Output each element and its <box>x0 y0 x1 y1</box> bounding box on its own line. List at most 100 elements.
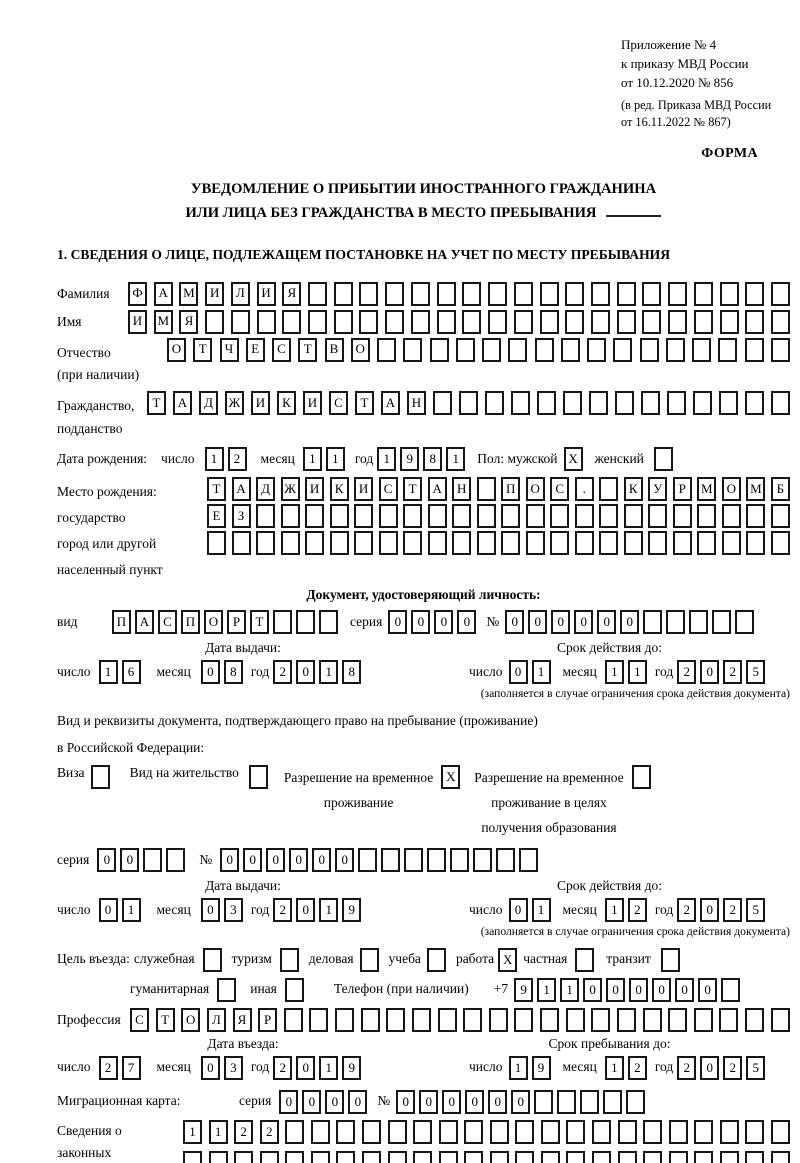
char-cell[interactable]: 0 <box>388 610 408 635</box>
char-cell[interactable]: 0 <box>220 848 240 873</box>
char-cell[interactable] <box>563 391 582 416</box>
char-cell[interactable] <box>539 281 559 306</box>
char-cell[interactable]: 8 <box>423 447 443 472</box>
char-cell[interactable]: И <box>256 281 276 306</box>
char-cell[interactable] <box>668 1007 688 1032</box>
char-cell[interactable]: О <box>525 477 545 502</box>
char-cell[interactable] <box>403 531 423 556</box>
char-cell[interactable] <box>282 309 302 334</box>
char-cell[interactable] <box>464 1119 484 1144</box>
char-cell[interactable] <box>230 309 250 334</box>
char-cell[interactable]: 0 <box>348 1089 368 1114</box>
char-cell[interactable] <box>234 1150 254 1163</box>
char-cell[interactable] <box>697 531 717 556</box>
char-cell[interactable] <box>557 1089 577 1114</box>
char-cell[interactable]: 1 <box>377 447 397 472</box>
char-cell[interactable] <box>473 848 493 873</box>
char-cell[interactable]: 7 <box>121 1055 141 1080</box>
char-cell[interactable]: 0 <box>583 977 603 1002</box>
char-cell[interactable] <box>580 1089 600 1114</box>
char-cell[interactable] <box>450 848 470 873</box>
char-cell[interactable] <box>429 337 449 362</box>
char-cell[interactable]: 1 <box>325 447 345 472</box>
char-cell[interactable] <box>692 337 711 362</box>
char-cell[interactable] <box>721 504 741 529</box>
char-cell[interactable]: М <box>153 309 173 334</box>
char-cell[interactable]: 0 <box>279 1089 299 1114</box>
char-cell[interactable] <box>501 531 521 556</box>
char-cell[interactable] <box>208 1150 228 1163</box>
char-cell[interactable]: С <box>130 1007 149 1032</box>
char-cell[interactable] <box>537 391 556 416</box>
char-cell[interactable]: А <box>381 391 400 416</box>
char-cell[interactable]: 2 <box>234 1119 254 1144</box>
char-cell[interactable] <box>616 309 636 334</box>
char-cell[interactable] <box>385 281 405 306</box>
char-cell[interactable] <box>643 610 663 635</box>
char-cell[interactable] <box>718 337 738 362</box>
char-cell[interactable] <box>256 309 276 334</box>
char-cell[interactable] <box>433 391 452 416</box>
char-cell[interactable]: 8 <box>223 660 243 684</box>
char-cell[interactable]: 2 <box>98 1055 118 1080</box>
char-cell[interactable] <box>319 610 338 635</box>
purpose-official-checkbox[interactable] <box>202 947 222 972</box>
char-cell[interactable] <box>462 309 482 334</box>
char-cell[interactable]: 1 <box>604 660 624 684</box>
char-cell[interactable] <box>359 281 379 306</box>
char-cell[interactable] <box>476 477 496 502</box>
char-cell[interactable] <box>515 1119 535 1144</box>
char-cell[interactable] <box>438 1150 458 1163</box>
purpose-work-checkbox[interactable]: X <box>498 947 518 972</box>
char-cell[interactable]: 0 <box>629 977 649 1002</box>
char-cell[interactable] <box>550 504 570 529</box>
char-cell[interactable]: 0 <box>700 1055 720 1080</box>
char-cell[interactable]: 0 <box>465 1089 485 1114</box>
char-cell[interactable]: 2 <box>627 898 647 923</box>
char-cell[interactable] <box>511 391 530 416</box>
char-cell[interactable]: 3 <box>223 898 243 923</box>
char-cell[interactable]: А <box>231 477 251 502</box>
char-cell[interactable]: 1 <box>560 977 580 1002</box>
char-cell[interactable] <box>590 309 610 334</box>
char-cell[interactable] <box>719 1150 739 1163</box>
char-cell[interactable]: 2 <box>273 1055 293 1080</box>
char-cell[interactable] <box>666 610 686 635</box>
char-cell[interactable] <box>745 309 765 334</box>
char-cell[interactable] <box>285 1119 305 1144</box>
char-cell[interactable]: О <box>204 610 223 635</box>
char-cell[interactable] <box>603 1089 623 1114</box>
char-cell[interactable] <box>771 391 790 416</box>
char-cell[interactable]: 0 <box>296 1055 316 1080</box>
char-cell[interactable] <box>616 1007 636 1032</box>
char-cell[interactable]: 0 <box>396 1089 416 1114</box>
char-cell[interactable] <box>378 504 398 529</box>
char-cell[interactable] <box>565 309 585 334</box>
char-cell[interactable] <box>410 309 430 334</box>
char-cell[interactable] <box>462 281 482 306</box>
char-cell[interactable]: 0 <box>488 1089 508 1114</box>
char-cell[interactable] <box>648 531 668 556</box>
char-cell[interactable] <box>668 281 688 306</box>
char-cell[interactable]: 1 <box>446 447 466 472</box>
char-cell[interactable] <box>358 848 378 873</box>
char-cell[interactable] <box>626 1089 646 1114</box>
char-cell[interactable]: Ф <box>128 281 147 306</box>
char-cell[interactable]: Ж <box>225 391 244 416</box>
char-cell[interactable] <box>464 1150 484 1163</box>
char-cell[interactable]: Д <box>199 391 218 416</box>
char-cell[interactable] <box>599 531 619 556</box>
char-cell[interactable] <box>410 281 430 306</box>
char-cell[interactable] <box>693 1007 713 1032</box>
char-cell[interactable] <box>641 391 660 416</box>
char-cell[interactable]: 2 <box>273 660 293 684</box>
char-cell[interactable] <box>438 1119 458 1144</box>
char-cell[interactable] <box>566 1119 586 1144</box>
char-cell[interactable] <box>354 504 374 529</box>
char-cell[interactable] <box>719 391 738 416</box>
char-cell[interactable] <box>436 309 456 334</box>
char-cell[interactable]: 0 <box>289 848 309 873</box>
char-cell[interactable]: 0 <box>200 1055 220 1080</box>
char-cell[interactable]: 2 <box>723 660 743 684</box>
char-cell[interactable] <box>550 531 570 556</box>
